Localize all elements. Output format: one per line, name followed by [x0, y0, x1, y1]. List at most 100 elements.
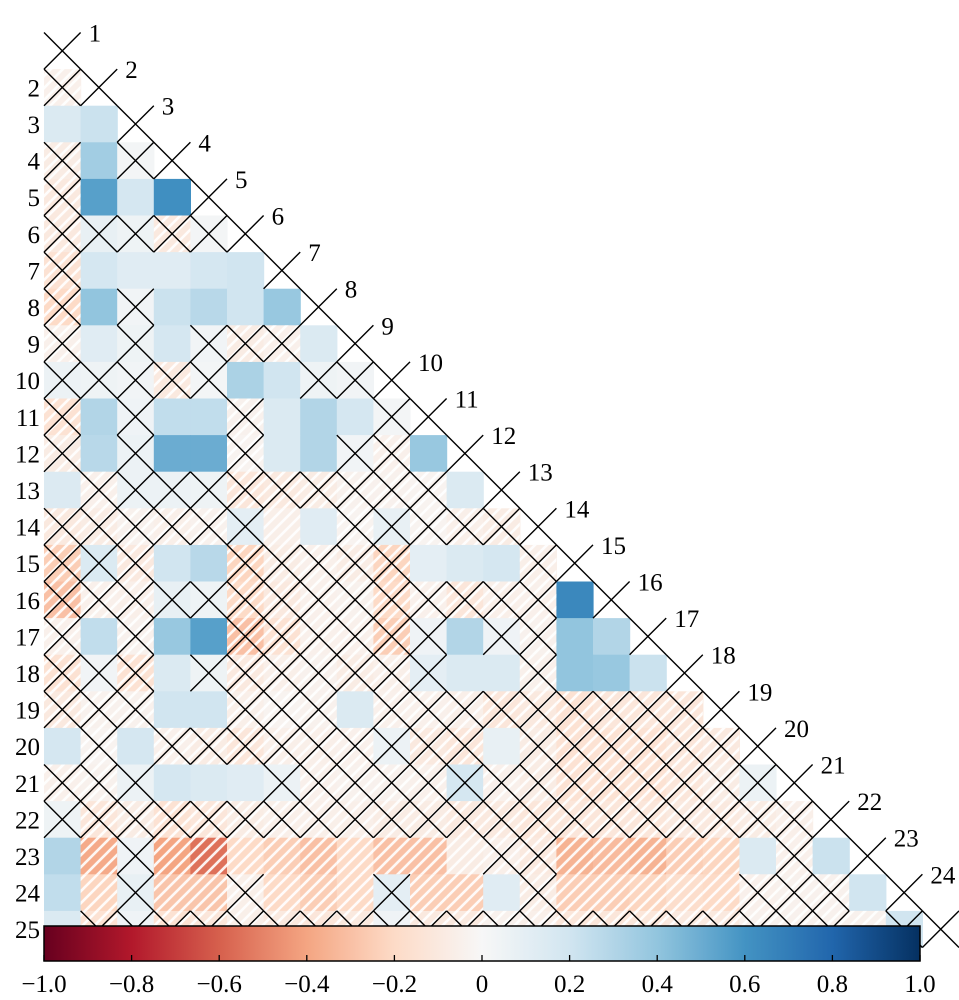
heatmap-cell-7-2 [80, 252, 118, 290]
cross-mark-20-7 [263, 727, 301, 765]
cross-mark-12-6 [226, 434, 265, 473]
cross-mark-20-14 [519, 727, 557, 765]
cross-mark-14-12 [446, 507, 484, 546]
cross-mark-24-22 [812, 873, 850, 912]
heatmap-cell-8-2 [80, 288, 118, 326]
hatch-23-16 [593, 837, 630, 875]
diagonal-label-12: 12 [491, 423, 516, 450]
row-label-19: 19 [15, 698, 40, 725]
hatch-23-18 [666, 837, 703, 875]
heatmap-cell-11-9 [336, 398, 374, 436]
row-label-15: 15 [15, 551, 40, 578]
cross-mark-12-10 [372, 434, 411, 473]
heatmap-cell-9-8 [300, 325, 338, 363]
cross-mark-15-2 [80, 544, 118, 582]
cross-mark-21-20 [738, 764, 777, 802]
cross-mark-22-4 [153, 800, 191, 839]
cross-mark-14-5 [189, 507, 228, 546]
cross-mark-22-15 [555, 800, 594, 839]
row-label-2: 2 [28, 75, 41, 102]
heatmap-cell-17-16 [593, 618, 631, 656]
heatmap-cell-23-22 [812, 837, 850, 875]
cross-mark-14-9 [336, 507, 374, 546]
cross-mark-16-6 [226, 581, 265, 619]
hatch-23-6 [227, 837, 264, 875]
cross-mark-20-17 [629, 727, 667, 765]
diagonal-label-9: 9 [381, 313, 394, 340]
diagonal-label-17: 17 [674, 606, 699, 633]
cross-mark-17-6 [226, 617, 265, 656]
cross-mark-5-1 [43, 178, 82, 216]
row-label-3: 3 [28, 112, 41, 139]
cross-mark-2-1 [43, 68, 82, 107]
cross-mark-22-21 [775, 800, 814, 839]
diagonal-cross-12 [446, 434, 484, 473]
cross-mark-18-2 [80, 654, 118, 692]
heatmap-cell-8-7 [263, 288, 301, 326]
cross-mark-22-11 [409, 800, 448, 839]
cross-mark-9-3 [116, 324, 155, 363]
cross-mark-10-1 [43, 361, 82, 399]
diagonal-label-5: 5 [235, 167, 248, 194]
cross-mark-21-10 [372, 764, 411, 802]
diagonal-cross-25 [921, 910, 959, 948]
cross-mark-21-9 [336, 764, 374, 802]
row-label-4: 4 [28, 149, 41, 176]
cross-mark-20-5 [189, 727, 228, 765]
hatch-24-4 [153, 874, 191, 911]
heatmap-cell-20-1 [44, 727, 82, 766]
cross-mark-16-9 [336, 581, 374, 619]
cross-mark-22-7 [263, 800, 301, 839]
heatmap-cell-19-9 [336, 691, 374, 729]
row-label-24: 24 [15, 881, 41, 908]
cross-mark-18-9 [336, 654, 374, 692]
diagonal-cross-15 [555, 544, 594, 582]
cross-mark-21-8 [299, 764, 338, 802]
row-label-11: 11 [16, 405, 40, 432]
diagonal-cross-3 [116, 105, 155, 143]
cross-mark-16-7 [263, 581, 301, 619]
hatch-23-2 [80, 837, 118, 875]
cross-mark-19-1 [43, 690, 82, 729]
heatmap-cell-7-3 [117, 252, 155, 290]
cross-mark-20-4 [153, 727, 191, 765]
cross-mark-23-14 [519, 837, 557, 875]
cross-mark-13-10 [372, 471, 411, 509]
cross-mark-18-3 [116, 654, 155, 692]
hatch-24-16 [593, 874, 630, 911]
cross-mark-15-6 [226, 544, 265, 582]
heatmap-cell-23-1 [44, 837, 82, 875]
cross-mark-4-1 [43, 141, 82, 180]
diagonal-cross-21 [775, 764, 814, 802]
row-label-9: 9 [28, 332, 41, 359]
cross-mark-20-16 [592, 727, 631, 765]
cross-mark-19-15 [555, 690, 594, 729]
cross-mark-20-15 [555, 727, 594, 765]
cross-mark-17-10 [372, 617, 411, 656]
hatch-23-15 [556, 837, 593, 875]
cross-mark-19-17 [629, 690, 667, 729]
hatch-24-11 [410, 874, 447, 911]
diagonal-cross-14 [519, 507, 557, 546]
cross-mark-21-15 [555, 764, 594, 802]
colorbar-tick-label-7: 0.4 [642, 971, 674, 998]
colorbar-tick-label-1: −0.8 [109, 971, 154, 998]
cross-mark-21-14 [519, 764, 557, 802]
hatch-24-12 [446, 874, 484, 911]
diagonal-label-2: 2 [125, 57, 138, 84]
cross-mark-20-19 [702, 727, 740, 765]
cross-mark-13-8 [299, 471, 338, 509]
cross-mark-22-16 [592, 800, 631, 839]
diagonal-label-14: 14 [564, 496, 590, 523]
row-label-10: 10 [15, 368, 40, 395]
cross-mark-13-11 [409, 471, 448, 509]
cross-mark-18-14 [519, 654, 557, 692]
cross-mark-15-8 [299, 544, 338, 582]
cross-mark-21-2 [80, 764, 118, 802]
cross-mark-7-1 [43, 251, 82, 290]
heatmap-cell-7-6 [227, 252, 265, 290]
cross-mark-22-18 [665, 800, 704, 839]
cross-mark-17-3 [116, 617, 155, 656]
cross-mark-6-4 [153, 215, 191, 253]
cross-mark-12-1 [43, 434, 82, 473]
